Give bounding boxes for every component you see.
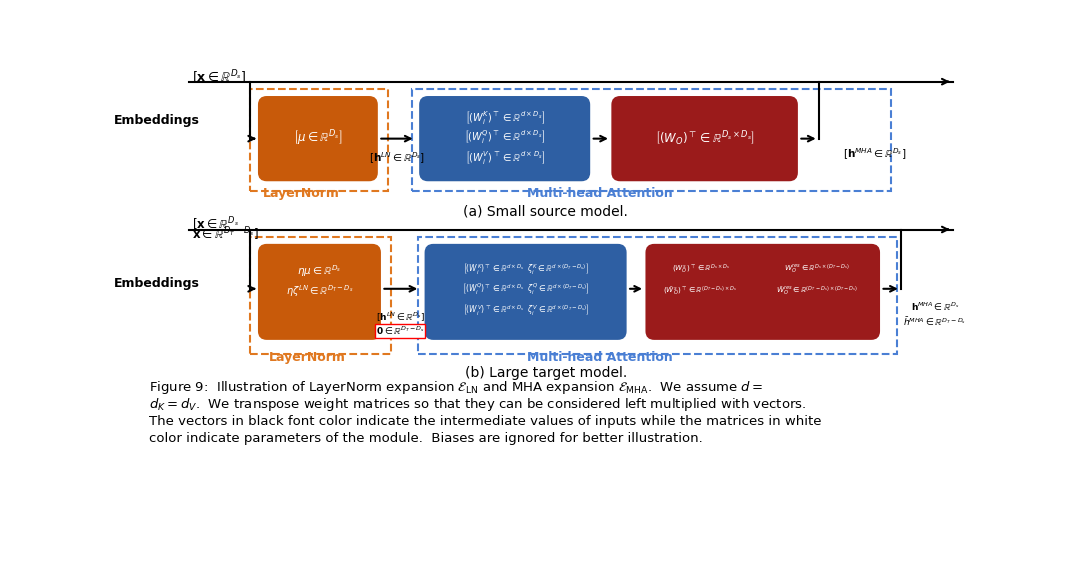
Text: $\bar{h}^{MHA}\in\mathbb{R}^{D_T-D_s}$: $\bar{h}^{MHA}\in\mathbb{R}^{D_T-D_s}$ xyxy=(903,315,967,328)
Text: $\left[\mathbf{x}\in\mathbb{R}^{D_s}\right]$: $\left[\mathbf{x}\in\mathbb{R}^{D_s}\rig… xyxy=(191,68,246,86)
Text: $\left[(W_i^Q)^\top\in\mathbb{R}^{d\times D_s}\right]$: $\left[(W_i^Q)^\top\in\mathbb{R}^{d\time… xyxy=(464,129,545,146)
Text: $\left[\mathbf{h}^{LN}\in\mathbb{R}^{D_s}\right]$: $\left[\mathbf{h}^{LN}\in\mathbb{R}^{D_s… xyxy=(376,311,424,324)
Text: $\left[(W_i^V)^\top\in\mathbb{R}^{d\times D_s}\right]$: $\left[(W_i^V)^\top\in\mathbb{R}^{d\time… xyxy=(464,149,544,166)
Text: (a) Small source model.: (a) Small source model. xyxy=(463,204,629,218)
Bar xyxy=(413,89,891,191)
Text: The vectors in black font color indicate the intermediate values of inputs while: The vectors in black font color indicate… xyxy=(149,415,822,428)
Text: $\left[(W_i^K)^\top\in\mathbb{R}^{d\times D_s}\ \ \zeta_i^K\in\mathbb{R}^{d\time: $\left[(W_i^K)^\top\in\mathbb{R}^{d\time… xyxy=(462,260,589,276)
Text: $\eta\mu\in\mathbb{R}^{D_s}$: $\eta\mu\in\mathbb{R}^{D_s}$ xyxy=(297,263,341,279)
Text: $\bar{W}_O^{res}\in\mathbb{R}^{(D_T-D_s)\times(D_T-D_s)}$: $\bar{W}_O^{res}\in\mathbb{R}^{(D_T-D_s)… xyxy=(775,285,859,298)
Text: (b) Large target model.: (b) Large target model. xyxy=(464,366,626,380)
Text: $\left[(W_i^Q)^\top\in\mathbb{R}^{d\times D_s}\ \ \zeta_i^Q\in\mathbb{R}^{d\time: $\left[(W_i^Q)^\top\in\mathbb{R}^{d\time… xyxy=(462,281,590,297)
Text: $\left[\mathbf{h}^{LN}\in\mathbb{R}^{D_s}\right]$: $\left[\mathbf{h}^{LN}\in\mathbb{R}^{D_s… xyxy=(369,151,426,167)
FancyBboxPatch shape xyxy=(259,97,377,180)
Text: color indicate parameters of the module.  Biases are ignored for better illustra: color indicate parameters of the module.… xyxy=(149,432,703,445)
FancyBboxPatch shape xyxy=(612,97,797,180)
Text: Multi-head Attention: Multi-head Attention xyxy=(527,187,673,200)
Bar xyxy=(249,237,391,354)
Text: Embeddings: Embeddings xyxy=(113,114,200,127)
Text: $\eta\zeta^{LN}\in\mathbb{R}^{D_T-D_s}$: $\eta\zeta^{LN}\in\mathbb{R}^{D_T-D_s}$ xyxy=(286,283,353,299)
FancyBboxPatch shape xyxy=(426,245,625,339)
Text: $\mathbf{0}\in\mathbb{R}^{D_T-D_s}$: $\mathbf{0}\in\mathbb{R}^{D_T-D_s}$ xyxy=(376,325,424,337)
Text: $(\bar{W}_O^s)^\top\in\mathbb{R}^{(D_T-D_s)\times D_s}$: $(\bar{W}_O^s)^\top\in\mathbb{R}^{(D_T-D… xyxy=(663,285,738,298)
Text: Figure 9:  Illustration of LayerNorm expansion $\mathcal{E}_{\mathrm{LN}}$ and M: Figure 9: Illustration of LayerNorm expa… xyxy=(149,379,764,396)
Bar xyxy=(249,89,388,191)
Text: Embeddings: Embeddings xyxy=(113,277,200,290)
Text: $\mathbf{h}^{MHA}\in\mathbb{R}^{D_s}$: $\mathbf{h}^{MHA}\in\mathbb{R}^{D_s}$ xyxy=(910,301,959,312)
Text: $\left[(W_i^K)^\top\in\mathbb{R}^{d\times D_s}\right]$: $\left[(W_i^K)^\top\in\mathbb{R}^{d\time… xyxy=(464,110,544,127)
Text: Multi-head Attention: Multi-head Attention xyxy=(527,351,673,364)
Text: $(W_O^s)^\top\in\mathbb{R}^{D_s\times D_s}$: $(W_O^s)^\top\in\mathbb{R}^{D_s\times D_… xyxy=(672,263,730,276)
FancyBboxPatch shape xyxy=(420,97,590,180)
Text: $\left[\mathbf{h}^{MHA}\in\mathbb{R}^{D_s}\right]$: $\left[\mathbf{h}^{MHA}\in\mathbb{R}^{D_… xyxy=(843,146,907,162)
Text: $\left[\mathbf{x}\in\mathbb{R}^{D_s}\right.$: $\left[\mathbf{x}\in\mathbb{R}^{D_s}\rig… xyxy=(191,215,239,233)
Text: LayerNorm: LayerNorm xyxy=(269,351,346,364)
Bar xyxy=(418,237,896,354)
FancyBboxPatch shape xyxy=(647,245,879,339)
Text: $\left[(W_O)^\top\in\mathbb{R}^{D_s\times D_s}\right]$: $\left[(W_O)^\top\in\mathbb{R}^{D_s\time… xyxy=(654,129,755,148)
FancyBboxPatch shape xyxy=(259,245,380,339)
Text: $\left[(W_i^V)^\top\in\mathbb{R}^{d\times D_s}\ \ \zeta_i^V\in\mathbb{R}^{d\time: $\left[(W_i^V)^\top\in\mathbb{R}^{d\time… xyxy=(462,302,589,317)
Text: $\left[\mu\in\mathbb{R}^{D_s}\right]$: $\left[\mu\in\mathbb{R}^{D_s}\right]$ xyxy=(293,129,342,149)
Text: $W_O^{res}\in\mathbb{R}^{D_s\times(D_T-D_s)}$: $W_O^{res}\in\mathbb{R}^{D_s\times(D_T-D… xyxy=(784,263,850,276)
Text: $\left.\bar{\mathbf{x}}\in\mathbb{R}^{D_T-D_s}\right]$: $\left.\bar{\mathbf{x}}\in\mathbb{R}^{D_… xyxy=(191,225,258,243)
Text: LayerNorm: LayerNorm xyxy=(264,187,340,200)
Text: $d_K = d_V$.  We transpose weight matrices so that they can be considered left m: $d_K = d_V$. We transpose weight matrice… xyxy=(149,396,807,413)
